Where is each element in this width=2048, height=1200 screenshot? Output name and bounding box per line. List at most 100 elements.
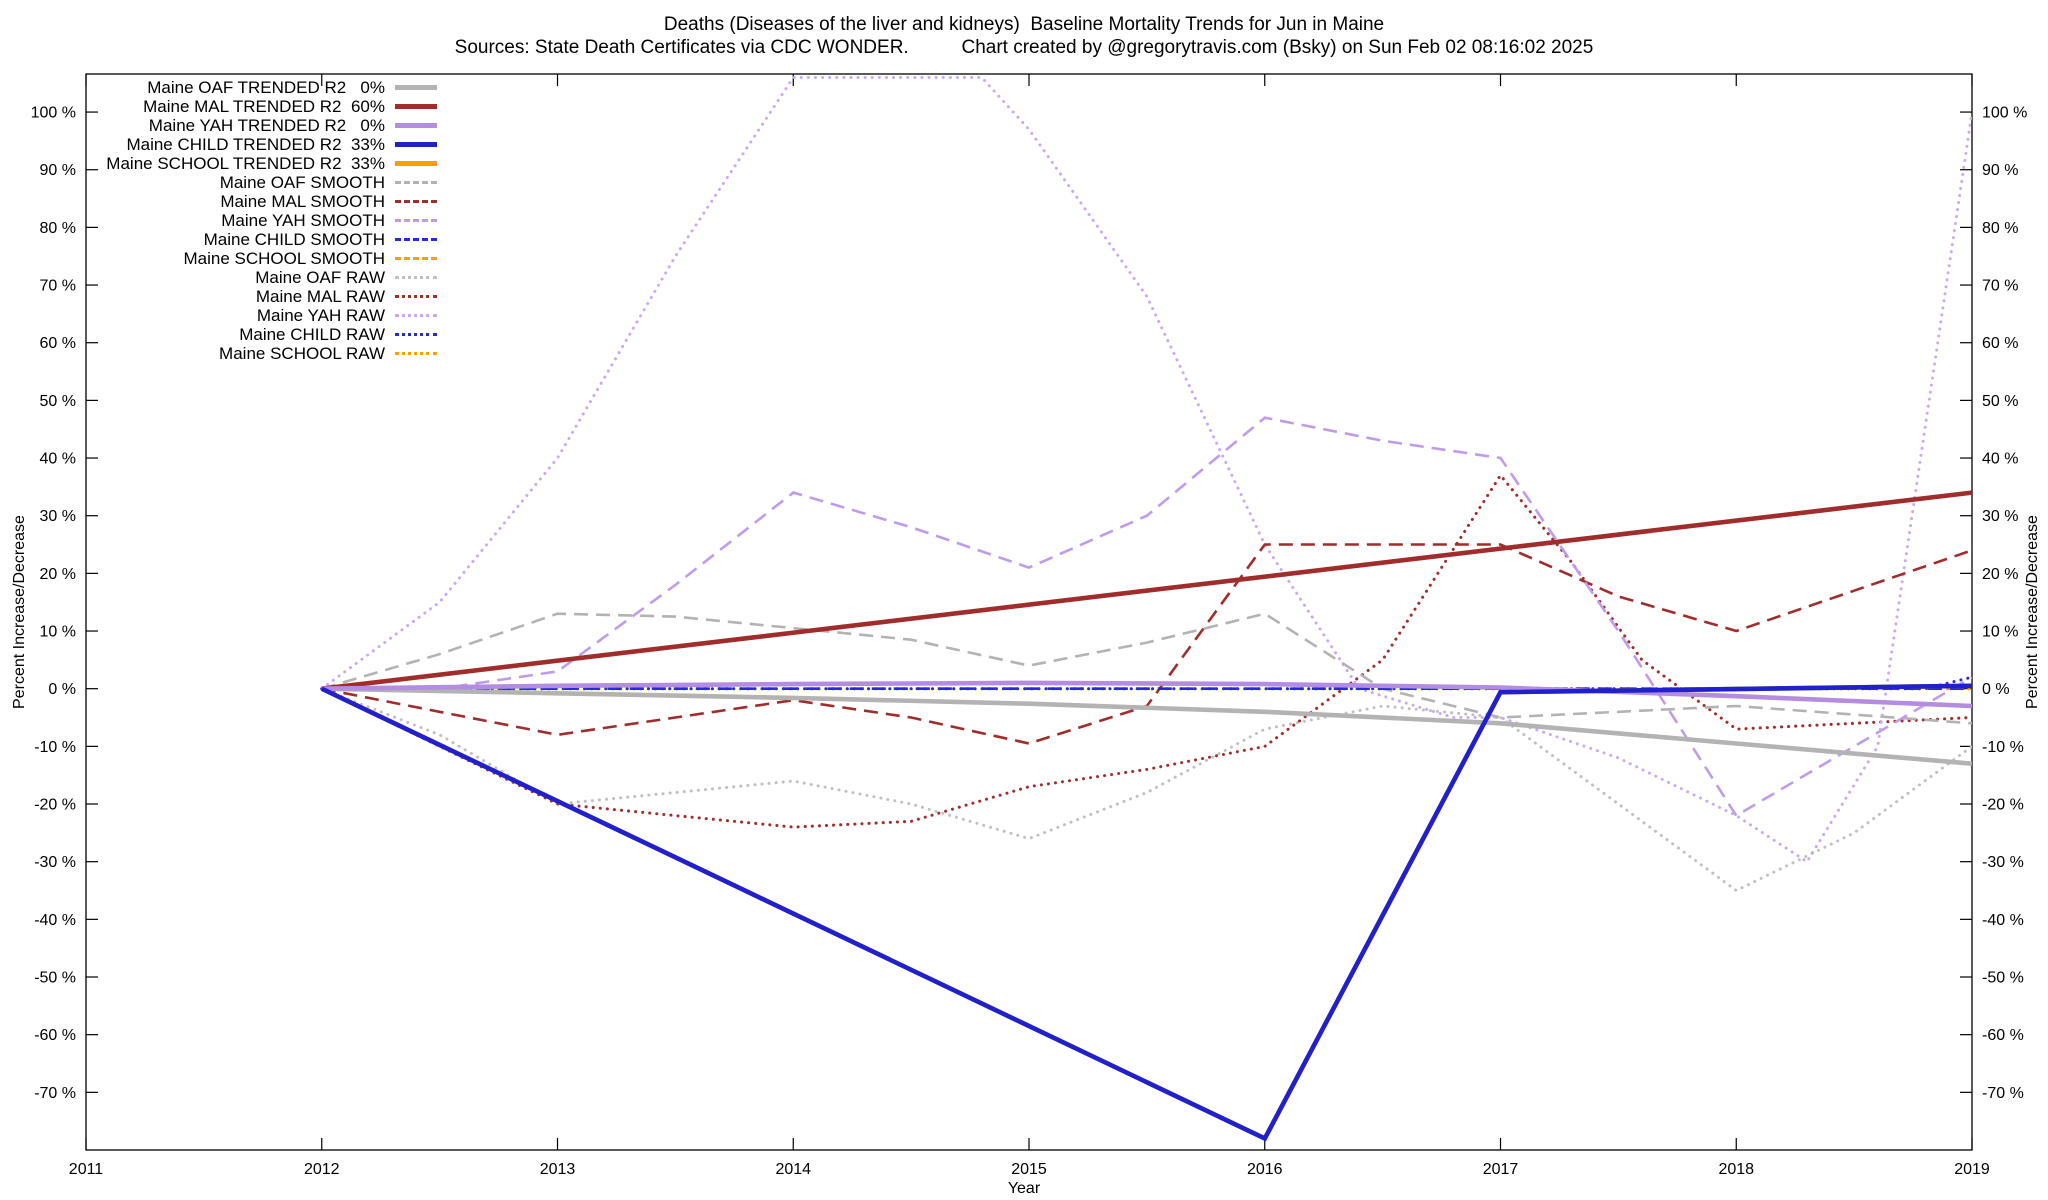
y-tick-label-right: -50 % (1982, 970, 2024, 987)
legend: Maine OAF TRENDED R2 0% Maine MAL TRENDED… (82, 78, 437, 363)
legend-line-sample (395, 219, 437, 222)
x-tick-label: 2012 (304, 1161, 340, 1178)
y-tick-label-left: 20 % (40, 566, 76, 583)
series-line-maine-oaf-trended-r2-0- (321, 686, 1972, 766)
legend-item-label: Maine MAL RAW (255, 286, 385, 306)
y-tick-label-left: 60 % (40, 335, 76, 352)
legend-item: Maine CHILD RAW (82, 325, 437, 344)
y-tick-label-right: -20 % (1982, 797, 2024, 814)
series-line-maine-mal-trended-r2-60- (321, 490, 1972, 691)
y-tick-label-right: 10 % (1982, 624, 2018, 641)
series-line-maine-oaf-smooth (321, 612, 1972, 725)
legend-line-sample (395, 142, 437, 147)
legend-item-label: Maine OAF RAW (255, 267, 385, 287)
legend-line-sample (395, 257, 437, 260)
legend-item-label: Maine SCHOOL TRENDED R2 33% (106, 153, 385, 173)
y-tick-label-right: 50 % (1982, 393, 2018, 410)
y-tick-label-left: 80 % (40, 220, 76, 237)
legend-line-sample (395, 295, 437, 298)
y-tick-label-left: 10 % (40, 624, 76, 641)
chart-subtitle: Sources: State Death Certificates via CD… (454, 37, 1594, 58)
legend-line-sample (395, 333, 437, 336)
legend-item: Maine MAL TRENDED R2 60% (82, 97, 437, 116)
x-tick-label: 2019 (1954, 1161, 1990, 1178)
y-tick-label-left: -10 % (34, 739, 76, 756)
legend-item-label: Maine SCHOOL SMOOTH (183, 248, 385, 268)
legend-item-label: Maine CHILD TRENDED R2 33% (126, 134, 385, 154)
y-tick-label-left: 0 % (48, 681, 76, 698)
y-tick-label-right: -70 % (1982, 1085, 2024, 1102)
y-tick-label-right: -10 % (1982, 739, 2024, 756)
x-axis-label: Year (1007, 1180, 1041, 1197)
y-tick-label-left: -40 % (34, 912, 76, 929)
y-tick-label-right: 100 % (1982, 105, 2027, 122)
legend-item: Maine MAL SMOOTH (82, 192, 437, 211)
y-tick-label-right: 0 % (1982, 681, 2010, 698)
legend-line-sample (395, 181, 437, 184)
x-tick-label: 2014 (775, 1161, 811, 1178)
legend-line-sample (395, 200, 437, 203)
y-tick-label-right: -30 % (1982, 854, 2024, 871)
y-tick-label-right: 30 % (1982, 508, 2018, 525)
series-line-maine-oaf-raw (320, 687, 1972, 893)
series-line-maine-school-trended-r2-33- (320, 683, 1972, 1142)
legend-item: Maine OAF SMOOTH (82, 173, 437, 192)
series-line-maine-mal-raw (320, 472, 1972, 829)
legend-item-label: Maine MAL TRENDED R2 60% (143, 96, 385, 116)
series-line-maine-yah-smooth (321, 416, 1972, 818)
y-tick-label-right: 40 % (1982, 451, 2018, 468)
legend-item: Maine SCHOOL SMOOTH (82, 249, 437, 268)
y-tick-label-right: 80 % (1982, 220, 2018, 237)
y-tick-label-left: -60 % (34, 1027, 76, 1044)
y-tick-label-left: 30 % (40, 508, 76, 525)
legend-item: Maine YAH RAW (82, 306, 437, 325)
legend-item-label: Maine CHILD RAW (239, 324, 385, 344)
x-tick-label: 2011 (69, 1161, 104, 1178)
y-tick-label-left: -20 % (34, 797, 76, 814)
y-tick-label-left: 100 % (31, 105, 76, 122)
y-tick-label-left: 90 % (40, 162, 76, 179)
legend-item: Maine SCHOOL RAW (82, 344, 437, 363)
legend-item-label: Maine CHILD SMOOTH (203, 229, 385, 249)
legend-item-label: Maine YAH TRENDED R2 0% (148, 115, 385, 135)
y-tick-label-left: 50 % (40, 393, 76, 410)
legend-item: Maine YAH SMOOTH (82, 211, 437, 230)
legend-line-sample (395, 276, 437, 279)
x-tick-label: 2016 (1247, 1161, 1283, 1178)
legend-line-sample (395, 238, 437, 241)
x-tick-label: 2017 (1483, 1161, 1519, 1178)
x-tick-label: 2015 (1011, 1161, 1047, 1178)
legend-item-label: Maine OAF TRENDED R2 0% (147, 77, 385, 97)
y-tick-label-right: 90 % (1982, 162, 2018, 179)
legend-item: Maine YAH TRENDED R2 0% (82, 116, 437, 135)
y-tick-label-right: 70 % (1982, 278, 2018, 295)
legend-item: Maine OAF RAW (82, 268, 437, 287)
legend-item: Maine OAF TRENDED R2 0% (82, 78, 437, 97)
chart-title: Deaths (Diseases of the liver and kidney… (663, 14, 1385, 35)
legend-item: Maine MAL RAW (82, 287, 437, 306)
y-tick-label-left: 40 % (40, 451, 76, 468)
series-line-maine-yah-trended-r2-0- (321, 680, 1972, 709)
legend-item: Maine CHILD TRENDED R2 33% (82, 135, 437, 154)
legend-line-sample (395, 104, 437, 109)
legend-line-sample (395, 352, 437, 355)
legend-item-label: Maine SCHOOL RAW (219, 343, 385, 363)
series-line-maine-child-trended-r2-33- (320, 683, 1972, 1142)
legend-line-sample (395, 85, 437, 90)
legend-item: Maine SCHOOL TRENDED R2 33% (82, 154, 437, 173)
y-tick-label-left: -30 % (34, 854, 76, 871)
legend-line-sample (395, 314, 437, 317)
legend-item-label: Maine OAF SMOOTH (219, 172, 385, 192)
y-tick-label-left: 70 % (40, 278, 76, 295)
legend-item-label: Maine MAL SMOOTH (220, 191, 385, 211)
legend-line-sample (395, 123, 437, 128)
y-tick-label-right: -60 % (1982, 1027, 2024, 1044)
series-line-maine-mal-smooth (321, 543, 1972, 745)
x-tick-label: 2018 (1718, 1161, 1754, 1178)
y-tick-label-right: 60 % (1982, 335, 2018, 352)
x-tick-label: 2013 (540, 1161, 576, 1178)
y-tick-label-left: -70 % (34, 1085, 76, 1102)
legend-line-sample (395, 161, 437, 166)
